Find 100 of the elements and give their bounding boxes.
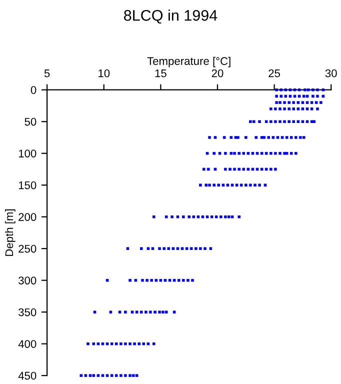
point bbox=[128, 342, 132, 346]
y-tick-label: 350 bbox=[18, 308, 36, 316]
point bbox=[244, 184, 248, 186]
point bbox=[283, 120, 286, 123]
point bbox=[252, 120, 256, 123]
point bbox=[288, 120, 290, 123]
point bbox=[226, 184, 230, 186]
point bbox=[312, 94, 314, 98]
point bbox=[96, 374, 100, 377]
point bbox=[170, 215, 174, 218]
point bbox=[192, 215, 196, 218]
point bbox=[275, 88, 278, 92]
point bbox=[217, 184, 220, 186]
point bbox=[292, 108, 296, 110]
point bbox=[204, 247, 206, 250]
point bbox=[86, 342, 90, 346]
point bbox=[280, 136, 284, 139]
point bbox=[292, 101, 296, 104]
y-tick-label: 400 bbox=[18, 340, 36, 348]
point bbox=[312, 88, 314, 92]
point bbox=[118, 310, 122, 314]
point bbox=[264, 184, 267, 186]
point bbox=[280, 88, 283, 92]
x-tick-label: 5 bbox=[44, 69, 50, 78]
point bbox=[140, 310, 143, 314]
point bbox=[186, 278, 190, 282]
point bbox=[316, 108, 319, 110]
point bbox=[233, 152, 236, 155]
point bbox=[132, 374, 135, 377]
chart-title: 8LCQ in 1994 bbox=[124, 10, 218, 24]
point bbox=[224, 215, 227, 218]
point bbox=[240, 184, 243, 186]
point bbox=[274, 152, 277, 155]
y-tick-label: 450 bbox=[18, 372, 36, 380]
point bbox=[316, 94, 319, 98]
point bbox=[306, 88, 310, 92]
point bbox=[306, 120, 309, 123]
point bbox=[296, 101, 300, 104]
point bbox=[301, 120, 304, 123]
point bbox=[212, 184, 216, 186]
point bbox=[114, 342, 118, 346]
point bbox=[275, 101, 278, 104]
point bbox=[120, 342, 122, 346]
point bbox=[310, 108, 314, 110]
point bbox=[258, 184, 261, 186]
point bbox=[249, 120, 252, 123]
x-tick-label: 30 bbox=[325, 69, 337, 78]
point bbox=[190, 247, 193, 250]
point bbox=[262, 136, 266, 139]
point bbox=[146, 278, 148, 282]
point bbox=[310, 101, 314, 104]
point bbox=[242, 152, 246, 155]
y-tick-label: 100 bbox=[18, 150, 36, 158]
point bbox=[124, 342, 127, 346]
point bbox=[130, 310, 134, 314]
point bbox=[185, 247, 188, 250]
point bbox=[278, 120, 282, 123]
point bbox=[141, 278, 144, 282]
point bbox=[194, 247, 198, 250]
x-tick-label: 20 bbox=[212, 69, 224, 78]
point bbox=[283, 101, 286, 104]
point bbox=[301, 108, 304, 110]
point bbox=[124, 310, 127, 314]
x-tick-label: 25 bbox=[268, 69, 280, 78]
y-tick-label: 150 bbox=[18, 181, 36, 190]
y-tick-label: 50 bbox=[24, 118, 36, 126]
point bbox=[172, 310, 176, 314]
point bbox=[220, 215, 222, 218]
point bbox=[154, 310, 156, 314]
point bbox=[288, 101, 290, 104]
point bbox=[274, 108, 277, 110]
point bbox=[191, 278, 194, 282]
point bbox=[88, 374, 92, 377]
point bbox=[144, 310, 148, 314]
y-tick-label: 0 bbox=[30, 86, 36, 94]
point bbox=[267, 136, 270, 139]
point bbox=[140, 247, 143, 250]
point bbox=[258, 120, 261, 123]
point bbox=[238, 168, 240, 171]
point bbox=[158, 247, 161, 250]
point bbox=[208, 184, 211, 186]
point bbox=[278, 152, 282, 155]
point bbox=[230, 136, 233, 139]
point bbox=[288, 108, 290, 110]
point bbox=[133, 342, 136, 346]
point bbox=[230, 152, 233, 155]
point bbox=[238, 215, 240, 218]
point bbox=[294, 152, 298, 155]
point bbox=[154, 278, 158, 282]
point bbox=[188, 215, 190, 218]
point bbox=[162, 310, 164, 314]
point bbox=[182, 215, 185, 218]
point bbox=[199, 184, 202, 186]
point bbox=[254, 184, 256, 186]
point bbox=[204, 184, 208, 186]
point bbox=[224, 168, 227, 171]
point bbox=[244, 136, 248, 139]
point bbox=[135, 310, 138, 314]
point bbox=[292, 120, 296, 123]
point bbox=[296, 120, 300, 123]
